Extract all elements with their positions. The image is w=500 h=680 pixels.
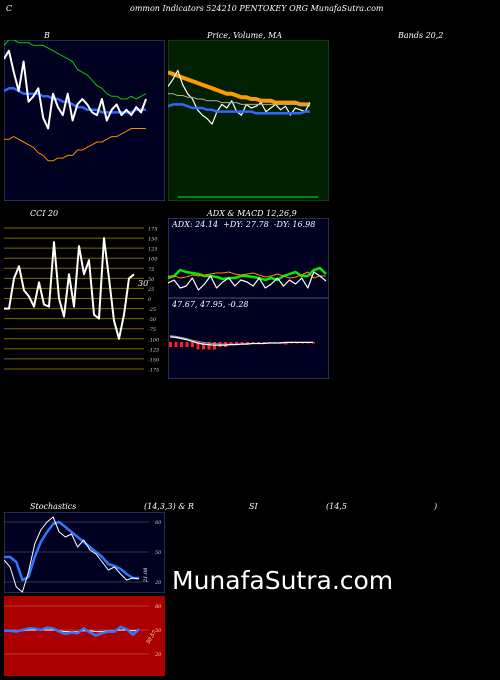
ma-mid-line: [168, 93, 310, 105]
macd-bg: [168, 298, 329, 379]
macd-histogram-bar: [174, 342, 178, 347]
cci-tick-label: 150: [148, 237, 158, 243]
cci-tick-label: -25: [148, 307, 156, 313]
cci-tick-label: 100: [148, 257, 158, 263]
cci-tick-label: -175: [148, 368, 159, 374]
stoch-tick-label: 50: [155, 550, 162, 556]
stoch-label-c: SI: [249, 502, 258, 511]
macd-histogram-bar: [185, 342, 189, 347]
macd-histogram-bar: [169, 342, 172, 347]
bands-label: Bands 20,2: [398, 31, 444, 40]
rsi-bg: [4, 596, 165, 676]
lower-band-line: [4, 128, 146, 162]
adx-macd-label: ADX & MACD 12,26,9: [207, 209, 297, 218]
mdi-line: [168, 271, 326, 279]
macd-histogram-bar: [207, 342, 211, 350]
stoch-chart: 80 50 20 21.08: [4, 512, 165, 593]
macd-histogram-bar: [251, 342, 255, 344]
adx-bg: [168, 218, 329, 298]
price-bg: [168, 40, 329, 201]
macd-histogram-bar: [202, 342, 205, 350]
price-line: [168, 69, 311, 125]
macd-chart: [168, 298, 329, 379]
upper-band-line: [4, 40, 147, 100]
stoch-d-line: [4, 516, 140, 593]
macd-histogram-bar: [312, 342, 315, 344]
price-chart: [168, 40, 329, 201]
cci-tick-label: 25: [147, 287, 154, 293]
ma-long-line: [168, 70, 310, 107]
adx-line: [168, 271, 327, 291]
price-line: [4, 49, 147, 130]
cci-tick-label: -75: [148, 327, 156, 333]
macd-histogram-bar: [191, 342, 194, 347]
bollinger-label: B: [44, 31, 50, 40]
stoch-last-value: 21.08: [143, 568, 149, 583]
cci-tick-label: -100: [148, 337, 160, 343]
cci-tick-label: -125: [148, 347, 159, 353]
ma-short-line: [168, 103, 310, 115]
adx-value: ADX: 24.14: [172, 220, 219, 229]
stoch-tick-label: 20: [154, 580, 162, 586]
cci-tick-label: 125: [148, 247, 158, 253]
macd-value-label: 47.67, 47.95, -0.28: [172, 300, 249, 309]
cci-label: CCI 20: [30, 209, 59, 218]
cci-tick-label: -150: [148, 357, 160, 363]
macd-histogram-bar: [257, 342, 260, 344]
macd-line: [169, 336, 313, 346]
stoch-tick-label: 80: [155, 520, 162, 526]
pdi-line: [168, 266, 327, 282]
cci-tick-label: 75: [148, 267, 154, 273]
stoch-label-b: (14,3,3) & R: [144, 502, 194, 511]
adx-value-label: ADX: 24.14 +DY: 27.78 -DY: 16.98: [172, 220, 315, 229]
header-c: C: [6, 4, 13, 13]
page-title: ommon Indicators 524210 PENTOKEY ORG Mun…: [130, 4, 384, 13]
bollinger-bg: [4, 40, 165, 201]
macd-histogram-bar: [229, 342, 233, 345]
cci-chart: 175 150 125 100 75 50 25 0 -25 -50 -75 -100 -125 -150…: [4, 218, 165, 379]
macd-histogram-bar: [235, 342, 238, 345]
stoch-label-e: ): [434, 502, 438, 511]
price-volume-ma-label: Price, Volume, MA: [207, 31, 283, 40]
stoch-bg: [4, 512, 165, 593]
mdi-value: -DY: 16.98: [273, 220, 316, 229]
rsi-tick-label: 80: [155, 604, 162, 610]
cci-line: [4, 237, 135, 340]
adx-chart: [168, 218, 329, 298]
rsi-line: [4, 625, 140, 637]
cci-tick-label: 0: [148, 297, 152, 303]
rsi-tick-label: 50: [155, 628, 162, 634]
cci-tick-label: -50: [148, 317, 157, 323]
macd-histogram-bar: [180, 342, 183, 347]
bollinger-chart: [4, 40, 165, 201]
cci-tick-label: 50: [148, 277, 155, 283]
cci-last-value: 30: [138, 279, 148, 288]
stoch-label-d: (14,5: [326, 502, 347, 511]
pdi-value: +DY: 27.78: [223, 220, 269, 229]
macd-histogram-bar: [262, 342, 266, 344]
stoch-label-a: Stochastics: [30, 502, 77, 511]
watermark: MunafaSutra.com: [172, 566, 394, 595]
macd-histogram-bar: [196, 342, 200, 350]
rsi-tick-label: 20: [154, 652, 162, 658]
macd-histogram-bar: [240, 342, 244, 344]
cci-tick-label: 175: [148, 227, 158, 233]
